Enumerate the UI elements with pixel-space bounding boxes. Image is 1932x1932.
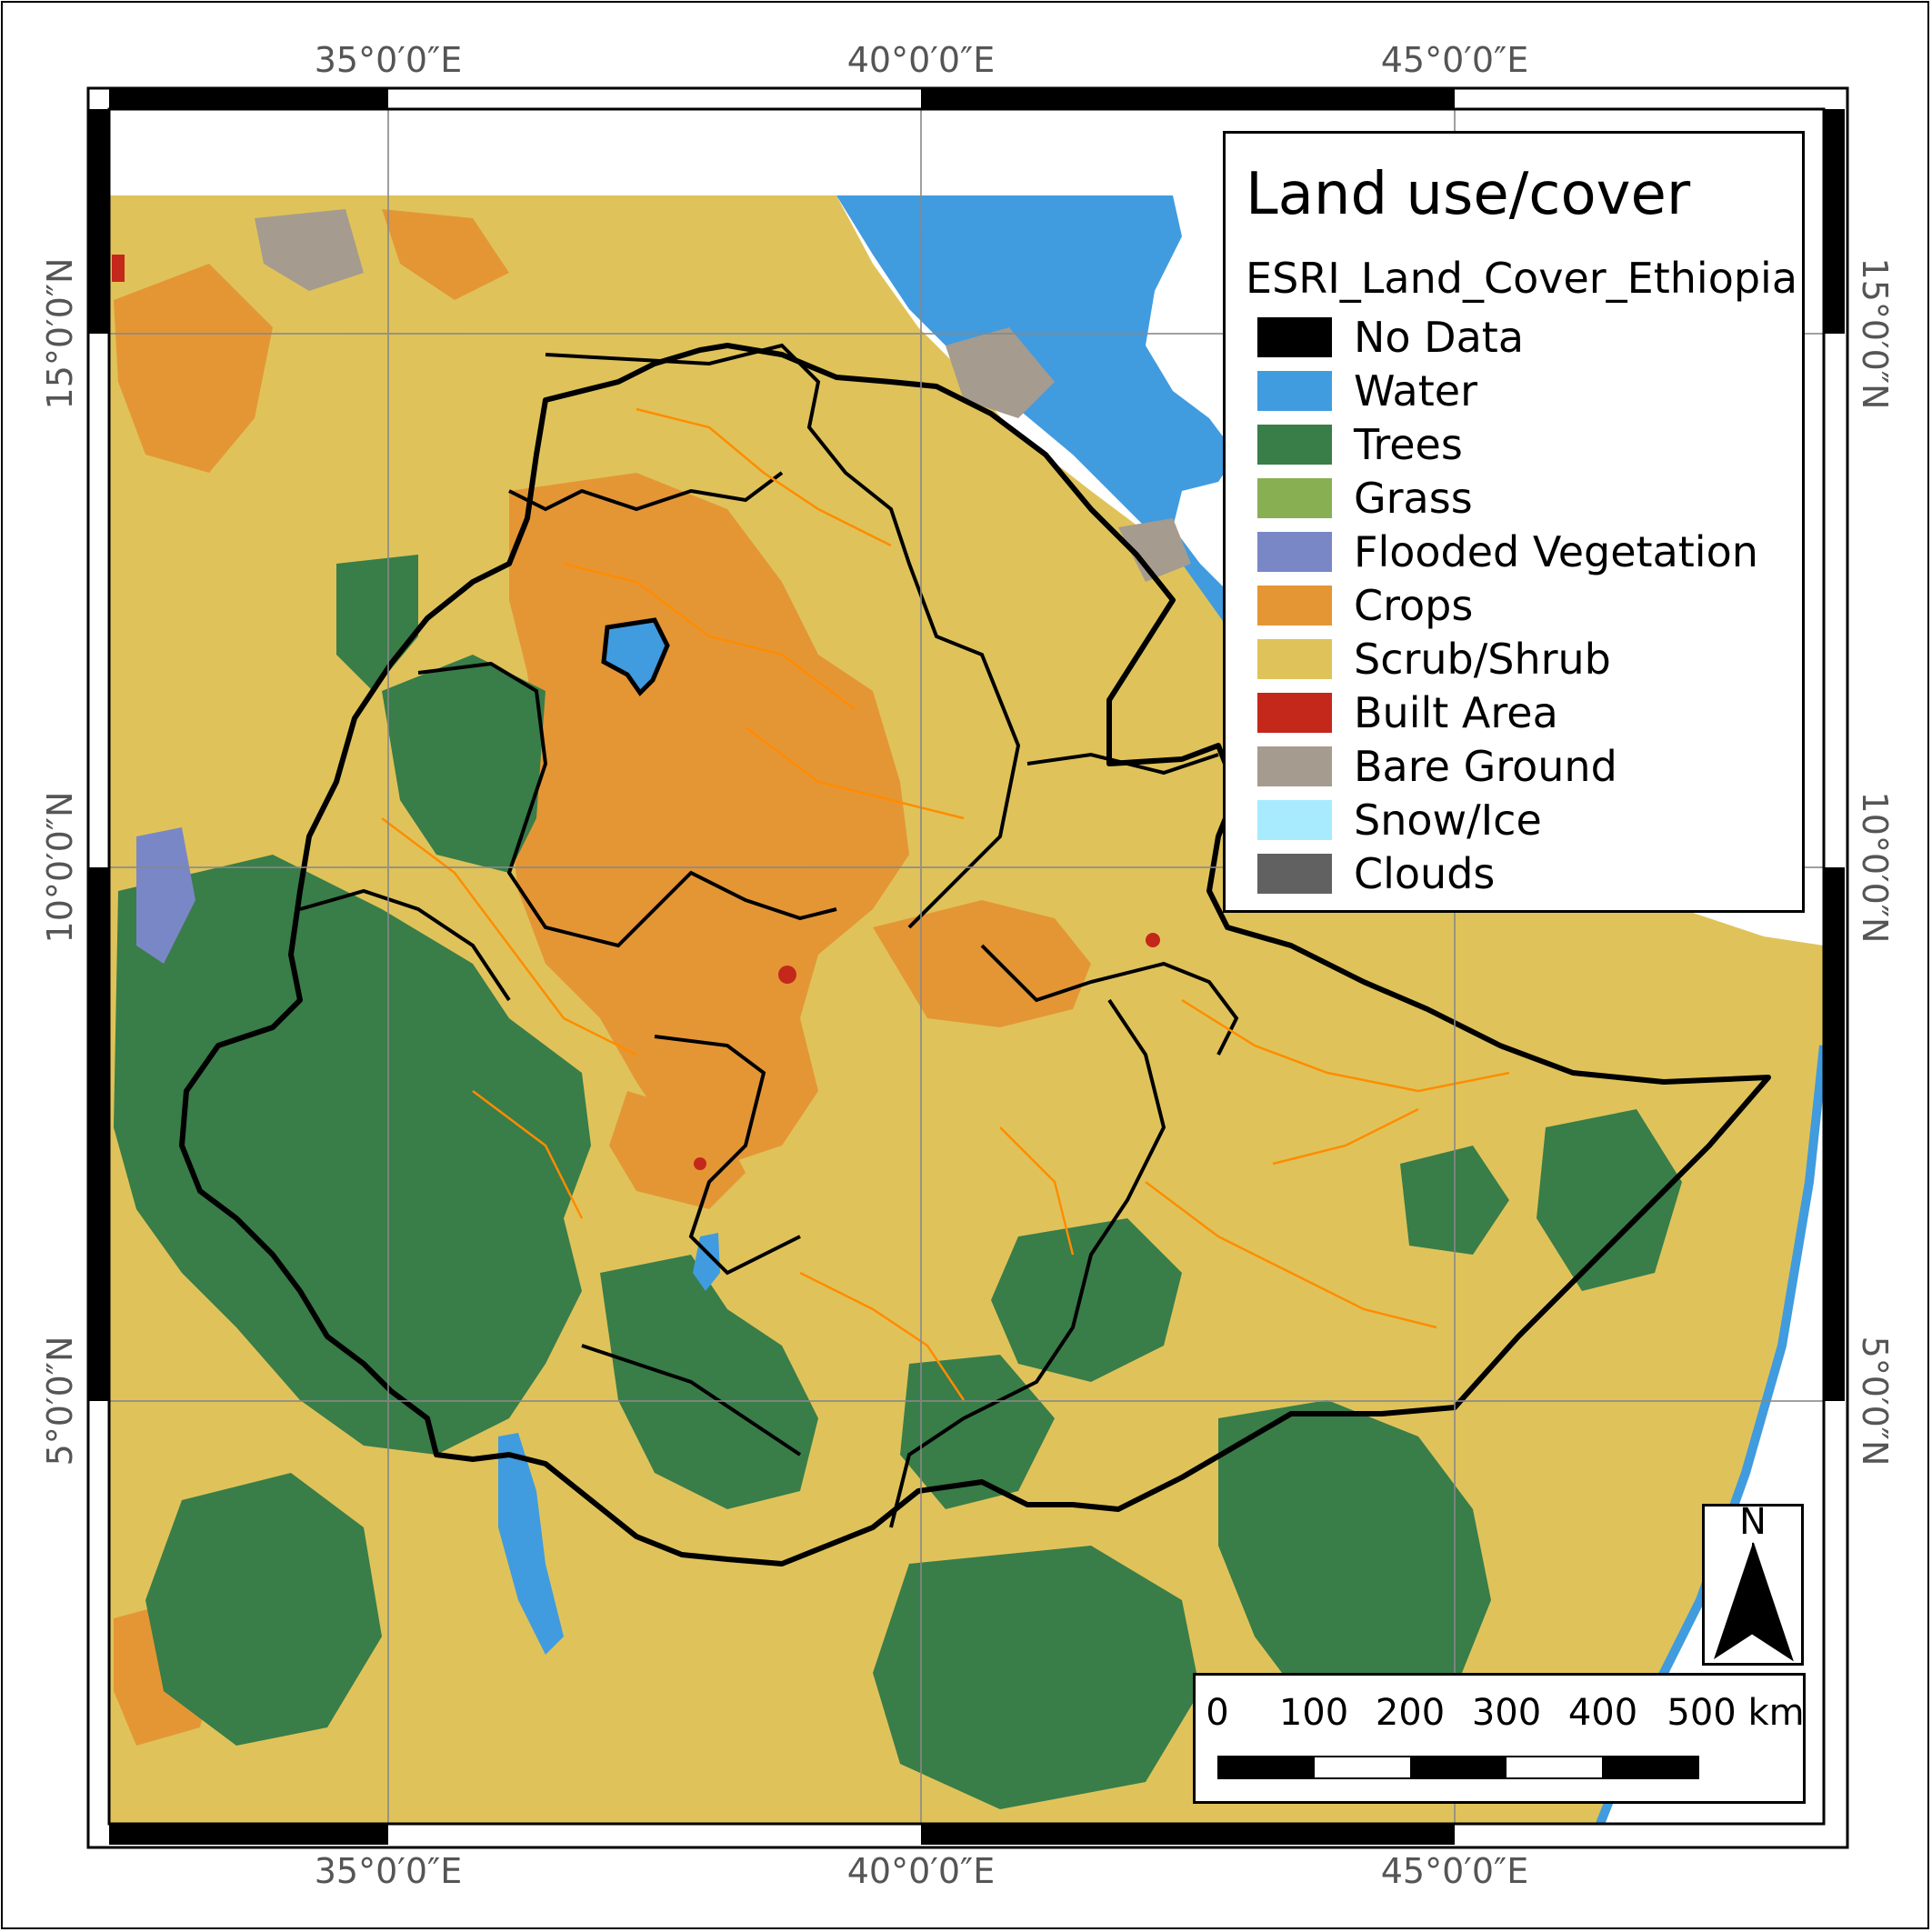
legend-title: Land use/cover <box>1246 161 1691 228</box>
legend-layer-name: ESRI_Land_Cover_Ethiopia <box>1246 254 1798 303</box>
legend-label: Snow/Ice <box>1354 796 1542 845</box>
lat-label-left-5: 5°0′0″N <box>40 1336 80 1467</box>
legend-swatch <box>1257 317 1332 357</box>
lat-label-left-10: 10°0′0″N <box>40 791 80 944</box>
north-arrow: N <box>1702 1501 1804 1666</box>
legend-swatch <box>1257 532 1332 572</box>
legend-swatch <box>1257 746 1332 786</box>
legend-item: Bare Ground <box>1257 742 1617 791</box>
legend-label: Water <box>1354 366 1477 415</box>
legend-label: Scrub/Shrub <box>1354 635 1611 684</box>
legend-item: Trees <box>1257 420 1463 469</box>
legend-item: Flooded Vegetation <box>1257 527 1758 576</box>
lake-tana-outline <box>601 617 670 696</box>
lon-label-top-45: 45°0′0″E <box>1380 40 1529 80</box>
north-arrow-icon <box>1714 1542 1794 1662</box>
lon-label-bottom-45: 45°0′0″E <box>1380 1851 1529 1891</box>
trees-regions <box>114 555 1682 1809</box>
scale-label: 500 km <box>1667 1692 1805 1734</box>
scale-seg <box>1219 1757 1316 1777</box>
legend-swatch <box>1257 800 1332 840</box>
scale-seg <box>1410 1757 1507 1777</box>
legend-label: Grass <box>1354 474 1473 523</box>
zone-boundaries <box>381 407 1510 1401</box>
lon-label-top-40: 40°0′0″E <box>846 40 996 80</box>
lon-label-top-35: 35°0′0″E <box>314 40 463 80</box>
legend-swatch <box>1257 854 1332 894</box>
legend-label: No Data <box>1354 313 1525 362</box>
legend-swatch <box>1257 693 1332 733</box>
scale-seg <box>1315 1757 1411 1777</box>
legend-label: Crops <box>1354 581 1474 630</box>
lat-label-left-15: 15°0′0″N <box>40 257 80 410</box>
legend-item: Clouds <box>1257 849 1496 898</box>
legend-swatch <box>1257 371 1332 411</box>
ethiopia-national-boundary <box>179 343 1771 1567</box>
zebra-frame <box>88 88 1845 1845</box>
scale-bar-graphic <box>1217 1756 1699 1779</box>
legend: Land use/cover ESRI_Land_Cover_Ethiopia … <box>1223 131 1805 913</box>
legend-label: Built Area <box>1354 688 1558 737</box>
legend-item: Water <box>1257 366 1477 415</box>
lat-label-right-15: 15°0′0″N <box>1855 257 1895 410</box>
scale-label: 200 <box>1375 1692 1446 1734</box>
north-letter: N <box>1739 1501 1767 1543</box>
legend-swatch <box>1257 639 1332 679</box>
regional-boundaries <box>299 343 1239 1528</box>
scale-label: 300 <box>1471 1692 1542 1734</box>
built-area-spots <box>112 255 1160 1170</box>
legend-item: No Data <box>1257 313 1525 362</box>
scale-label: 400 <box>1567 1692 1638 1734</box>
scale-label: 100 <box>1278 1692 1349 1734</box>
legend-label: Flooded Vegetation <box>1354 527 1758 576</box>
legend-label: Clouds <box>1354 849 1496 898</box>
scale-bar: 0 100 200 300 400 500 km <box>1193 1673 1806 1804</box>
lon-label-bottom-35: 35°0′0″E <box>314 1851 463 1891</box>
legend-swatch <box>1257 478 1332 518</box>
flooded-vegetation <box>136 827 195 964</box>
scale-label: 0 <box>1206 1692 1229 1734</box>
scale-seg <box>1506 1757 1602 1777</box>
legend-swatch <box>1257 425 1332 465</box>
lat-label-right-5: 5°0′0″N <box>1855 1336 1895 1467</box>
legend-item: Grass <box>1257 474 1473 523</box>
legend-item: Scrub/Shrub <box>1257 635 1611 684</box>
legend-item: Built Area <box>1257 688 1558 737</box>
bare-ground-regions <box>255 209 1191 582</box>
legend-item: Snow/Ice <box>1257 796 1542 845</box>
legend-label: Trees <box>1354 420 1463 469</box>
scale-seg <box>1601 1757 1698 1777</box>
lon-label-bottom-40: 40°0′0″E <box>846 1851 996 1891</box>
lat-label-right-10: 10°0′0″N <box>1855 791 1895 944</box>
legend-label: Bare Ground <box>1354 742 1617 791</box>
legend-swatch <box>1257 586 1332 626</box>
legend-item: Crops <box>1257 581 1474 630</box>
